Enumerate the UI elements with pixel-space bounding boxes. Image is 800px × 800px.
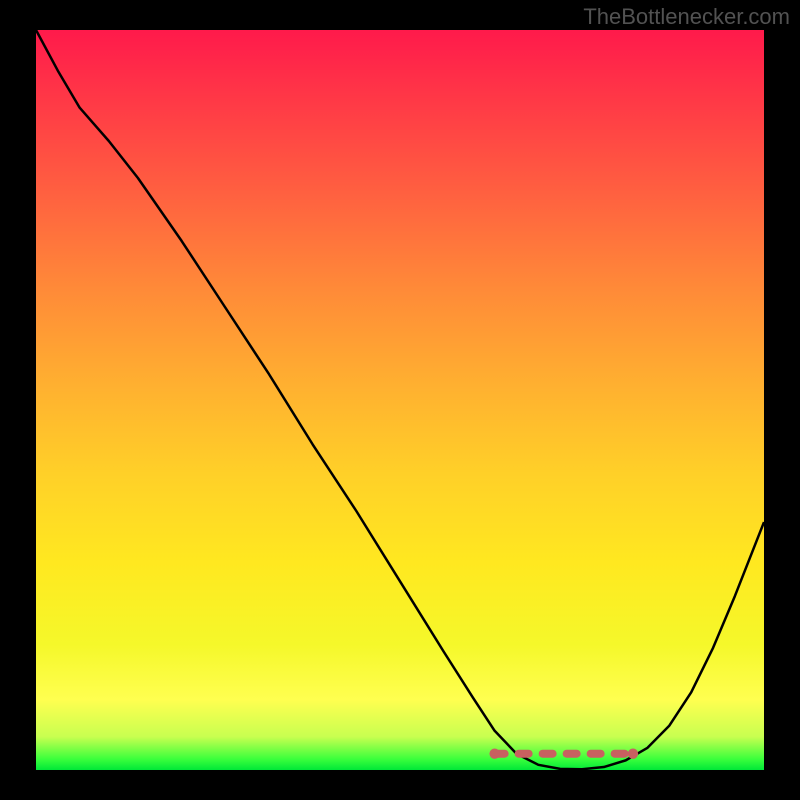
- highlight-end-right: [628, 749, 638, 759]
- bottleneck-chart: [0, 0, 800, 800]
- chart-svg: [0, 0, 800, 800]
- watermark-text: TheBottlenecker.com: [583, 4, 790, 30]
- chart-gradient-bg: [36, 30, 764, 770]
